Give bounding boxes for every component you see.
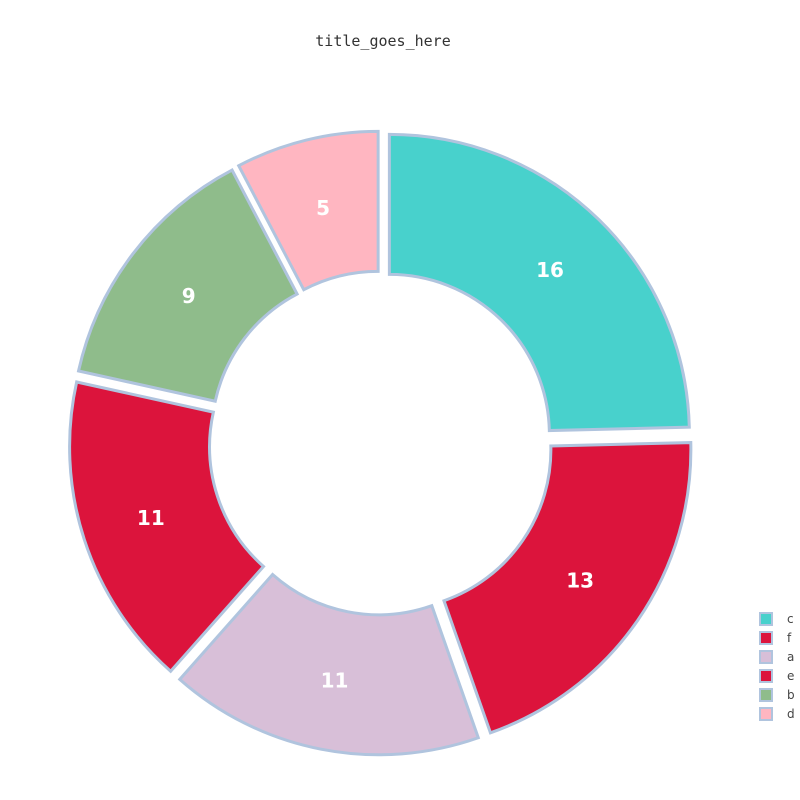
slice-value-label: 11 [321, 668, 349, 692]
slice-b[interactable] [76, 168, 300, 403]
slice-c[interactable] [387, 132, 691, 433]
legend-item-b[interactable]: b [759, 688, 795, 702]
legend-item-c[interactable]: c [759, 612, 794, 626]
legend-item-e[interactable]: e [759, 669, 794, 683]
legend-label: f [787, 631, 792, 645]
slice-value-label: 5 [316, 196, 330, 220]
legend-label: e [787, 669, 794, 683]
legend-swatch [759, 688, 773, 702]
chart-title: title_goes_here [315, 32, 450, 50]
legend-label: d [787, 707, 795, 721]
legend-item-a[interactable]: a [759, 650, 794, 664]
slice-d[interactable] [236, 129, 380, 292]
slice-value-label: 11 [137, 506, 165, 530]
slice-e[interactable] [68, 380, 266, 674]
legend-item-d[interactable]: d [759, 707, 795, 721]
slice-a[interactable] [177, 572, 481, 757]
legend-item-f[interactable]: f [759, 631, 792, 645]
legend-swatch [759, 612, 773, 626]
legend-swatch [759, 650, 773, 664]
legend-swatch [759, 707, 773, 721]
slice-value-label: 16 [536, 258, 564, 282]
legend-label: c [787, 612, 794, 626]
legend-swatch [759, 669, 773, 683]
slice-labels-group: 16 13 11 11 9 5 [137, 196, 594, 692]
slice-value-label: 13 [566, 568, 594, 592]
legend-label: a [787, 650, 794, 664]
legend-swatch [759, 631, 773, 645]
legend-label: b [787, 688, 795, 702]
slice-f[interactable] [442, 441, 693, 735]
slice-value-label: 9 [182, 284, 196, 308]
slices-group [68, 129, 693, 757]
